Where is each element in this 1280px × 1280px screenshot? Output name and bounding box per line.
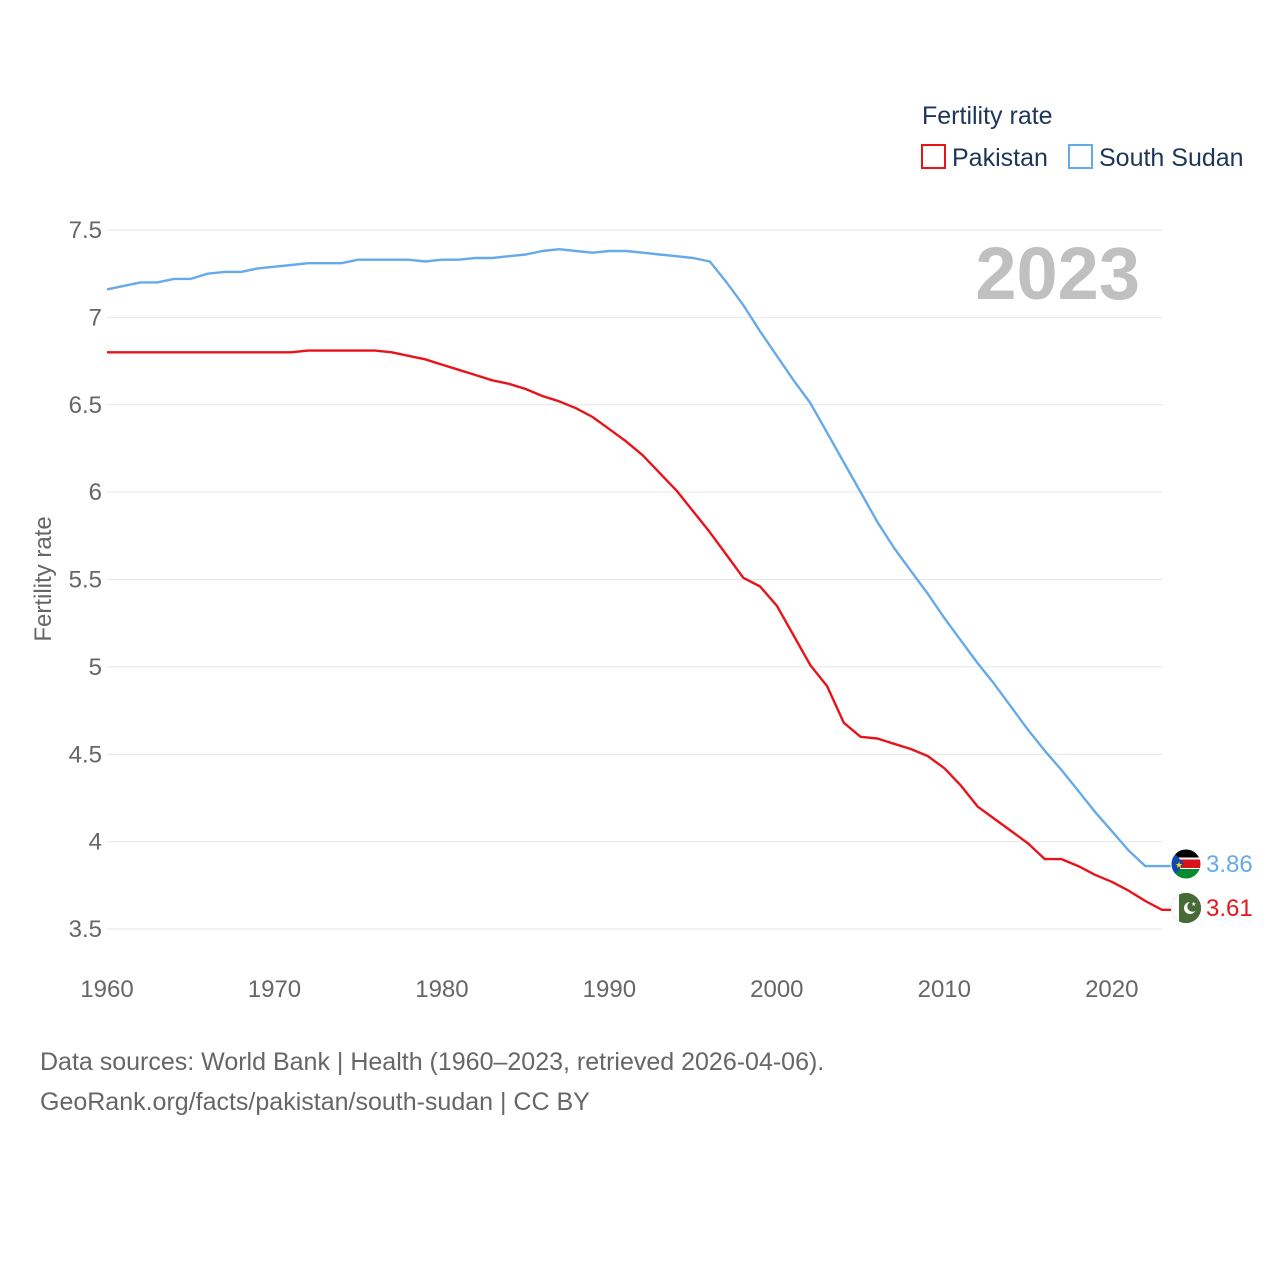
x-tick-label: 1990 [583,976,636,1003]
legend-label-pakistan: Pakistan [952,144,1048,172]
svg-text:★: ★ [1175,860,1183,870]
y-tick-label: 7 [89,304,102,331]
y-tick-label: 3.5 [69,916,102,943]
y-tick-label: 4.5 [69,741,102,768]
legend-title: Fertility rate [922,102,1053,130]
svg-text:★: ★ [1191,901,1196,908]
legend-item-south-sudan[interactable]: South Sudan [1068,144,1244,172]
y-tick-label: 6 [89,479,102,506]
grid [107,229,1162,930]
pakistan-flag-icon: ★ [1171,893,1201,923]
legend-label-south-sudan: South Sudan [1099,144,1244,172]
x-tick-label: 2000 [750,976,803,1003]
y-tick-label: 5.5 [69,567,102,594]
y-tick-label: 4 [89,829,102,856]
series-line-pakistan[interactable] [107,349,1171,911]
series-line-south-sudan[interactable] [106,248,1171,868]
x-tick-label: 1980 [415,976,468,1003]
footer-attribution[interactable]: GeoRank.org/facts/pakistan/south-sudan |… [40,1088,590,1116]
year-watermark: 2023 [975,232,1140,315]
end-label-pakistan: 3.61 [1206,895,1253,922]
x-tick-label: 1960 [80,976,133,1003]
x-tick-label: 1970 [248,976,301,1003]
fertility-line-chart: Fertility rate Pakistan South Sudan 3.5 4… [30,102,1253,1003]
y-tick-label: 6.5 [69,392,102,419]
legend-swatch-pakistan [921,144,946,169]
x-axis-ticks: 1960 1970 1980 1990 2000 2010 2020 [80,976,1138,1003]
end-label-south-sudan: 3.86 [1206,851,1253,878]
legend-swatch-south-sudan [1068,144,1093,169]
footer-sources: Data sources: World Bank | Health (1960–… [40,1048,825,1076]
y-tick-label: 5 [89,654,102,681]
x-tick-label: 2010 [918,976,971,1003]
south-sudan-flag-ring [1170,848,1202,880]
x-tick-label: 2020 [1085,976,1138,1003]
y-axis-label: Fertility rate [30,516,57,641]
y-axis-ticks: 3.5 4 4.5 5 5.5 6 6.5 7 7.5 [69,217,102,943]
footer: Data sources: World Bank | Health (1960–… [40,1042,824,1122]
legend-item-pakistan[interactable]: Pakistan [921,144,1048,172]
south-sudan-flag-icon: ★ [1171,849,1201,879]
y-tick-label: 7.5 [69,217,102,244]
